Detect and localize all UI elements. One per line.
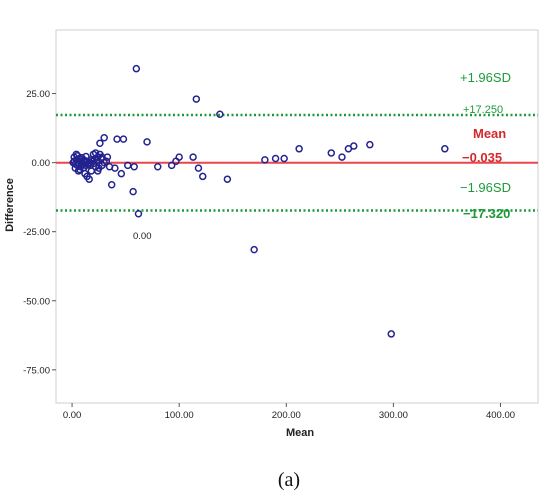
upper-limit-value: +17.250 — [463, 104, 503, 116]
data-point — [271, 154, 280, 163]
data-point — [189, 153, 197, 161]
mean-line-label: Mean — [473, 126, 506, 141]
data-point — [387, 330, 396, 338]
x-tick-label: 0.00 — [63, 410, 82, 421]
y-tick-label: -75.00 — [23, 365, 50, 376]
data-point — [82, 152, 90, 161]
data-point — [92, 156, 101, 165]
data-point — [113, 135, 121, 143]
data-point — [280, 154, 288, 163]
data-point — [261, 156, 269, 164]
lower-limit-value: −17.320 — [463, 206, 510, 221]
data-point — [223, 175, 232, 183]
mean-line-value: −0.035 — [462, 150, 502, 165]
figure-caption: (a) — [278, 469, 300, 491]
data-point — [129, 187, 137, 196]
lower-limit-label: −1.96SD — [460, 180, 511, 195]
x-axis-title: Mean — [286, 427, 314, 439]
data-point — [295, 145, 303, 153]
data-point — [111, 164, 119, 172]
x-tick-label: 200.00 — [272, 410, 301, 421]
data-points — [69, 64, 449, 338]
y-axis-ticks: 25.00 0.00 -25.00 -50.00 -75.00 — [23, 89, 56, 376]
data-point — [96, 139, 104, 148]
data-point — [216, 110, 224, 119]
data-point — [130, 163, 138, 171]
x-tick-label: 400.00 — [486, 410, 515, 421]
y-axis-title: Difference — [4, 178, 16, 232]
data-point — [119, 135, 128, 143]
plot-frame — [55, 29, 539, 404]
y-tick-label: -50.00 — [23, 296, 50, 307]
data-point — [72, 150, 81, 159]
data-point — [167, 161, 176, 170]
data-point — [198, 172, 207, 181]
x-axis-ticks: 0.00 100.00 200.00 300.00 400.00 — [63, 403, 515, 421]
data-point — [102, 157, 111, 165]
y-tick-label: -25.00 — [23, 227, 50, 238]
data-point — [250, 245, 258, 254]
data-point — [117, 169, 126, 178]
data-point — [350, 142, 358, 150]
data-point — [85, 175, 93, 183]
data-point — [154, 163, 162, 171]
data-point — [327, 149, 336, 157]
y-tick-label: 25.00 — [26, 89, 50, 100]
data-point — [107, 180, 116, 189]
data-point — [74, 167, 83, 175]
data-point — [175, 153, 183, 161]
plot-annotation: 0.00 — [133, 231, 152, 242]
x-tick-label: 300.00 — [379, 410, 408, 421]
upper-limit-label: +1.96SD — [460, 70, 511, 85]
data-point — [132, 64, 141, 73]
data-point — [94, 167, 102, 175]
data-point — [143, 138, 151, 146]
data-point — [192, 95, 201, 103]
data-point — [91, 149, 100, 157]
data-point — [338, 153, 346, 161]
data-point — [103, 153, 112, 161]
data-point — [77, 153, 86, 162]
data-point — [100, 134, 108, 142]
data-point — [134, 209, 143, 218]
x-tick-label: 100.00 — [165, 410, 194, 421]
data-point — [366, 140, 374, 149]
reference-lines — [56, 113, 538, 212]
y-tick-label: 0.00 — [32, 158, 51, 169]
data-point — [441, 145, 449, 153]
data-point — [194, 164, 203, 172]
